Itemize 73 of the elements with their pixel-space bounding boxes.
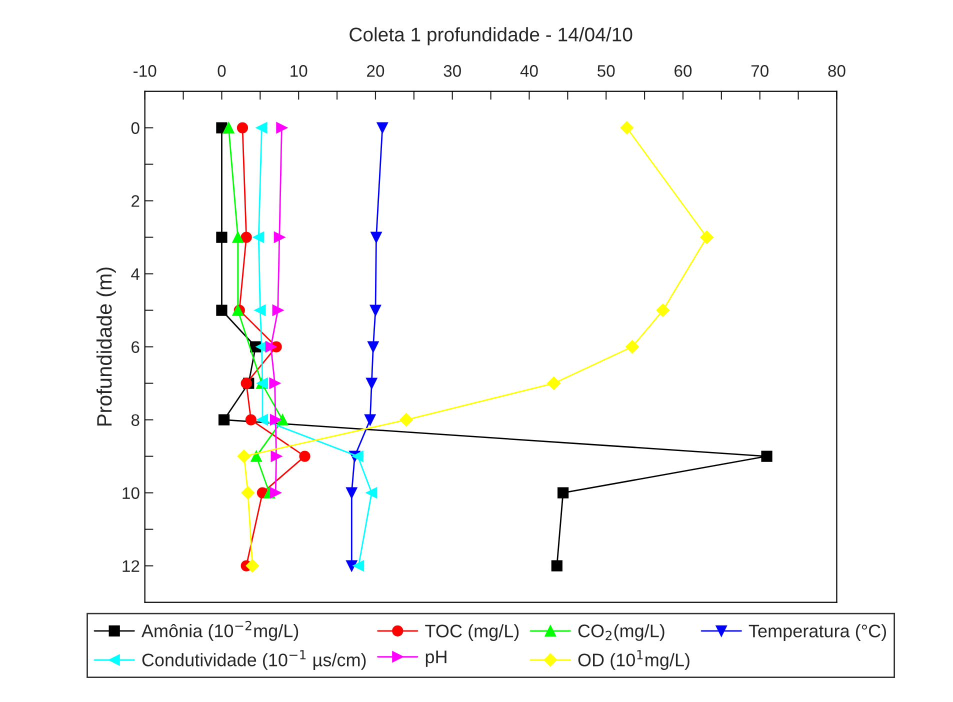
point [250,450,262,462]
y-tick-label: 10 [122,487,140,500]
legend-label: Amônia (10$^{−2}$mg/L) [141,620,298,641]
point [364,414,376,426]
legend-label: OD (10$^{1}$mg/L) [578,650,690,670]
legend-label: TOC (mg/L) [425,624,519,641]
point [551,560,562,572]
point [223,122,234,134]
point [256,414,268,426]
point [276,414,288,426]
point [620,121,634,134]
point [656,304,670,317]
x-tick-label: 20 [367,65,384,77]
x-tick-label: 10 [290,65,308,77]
point [232,232,244,243]
point [700,230,714,244]
legend-label: pH [426,650,446,667]
point [237,450,251,463]
point [276,122,288,134]
point [265,341,276,352]
point [236,122,248,134]
point [400,413,413,426]
point [353,560,364,572]
y-tick-label: 6 [132,341,140,353]
point [218,414,230,426]
point [246,559,260,572]
y-tick-label: 2 [132,195,140,207]
point [547,376,560,390]
y-tick-label: 0 [131,122,140,134]
point [270,414,282,426]
point [366,378,378,389]
point [346,487,358,498]
point [216,304,228,316]
point [299,450,310,462]
legend-label: Temperatura (°C) [748,624,886,641]
point [269,378,280,389]
point [245,414,256,426]
y-tick-label: 8 [131,414,140,426]
x-tick-label: 60 [674,65,692,77]
point [346,560,358,572]
point [558,487,569,498]
point [256,122,268,134]
point [254,304,266,316]
point [272,304,284,316]
point [270,450,282,462]
y-tick-label: 12 [122,560,140,572]
point [274,232,285,243]
legend-label: CO$_{2}$(mg/L) [578,624,664,641]
y-axis-title: Profundidade (m) [96,268,116,426]
point [240,232,252,243]
x-tick-label: 40 [520,65,538,77]
x-tick-label: 0 [218,65,226,77]
point [253,232,264,243]
point [352,450,364,462]
chart-title: Coleta 1 profundidade - 14/04/10 [350,27,632,46]
point [376,122,388,134]
y-tick-label: 4 [131,268,140,280]
point [216,232,228,243]
point [368,341,379,352]
point [370,232,382,243]
x-tick-label: 30 [444,65,461,77]
point [626,340,639,354]
point [270,487,282,498]
point [366,487,378,498]
point [761,450,772,462]
x-tick-label: -10 [134,65,156,77]
point [240,378,252,389]
legend-label: Condutividade (10$^{−1}$ µs/cm) [142,650,366,670]
x-tick-label: 50 [598,65,615,77]
x-tick-label: 80 [828,65,846,77]
point [370,304,382,316]
point [241,486,254,500]
x-tick-label: 70 [751,65,768,77]
